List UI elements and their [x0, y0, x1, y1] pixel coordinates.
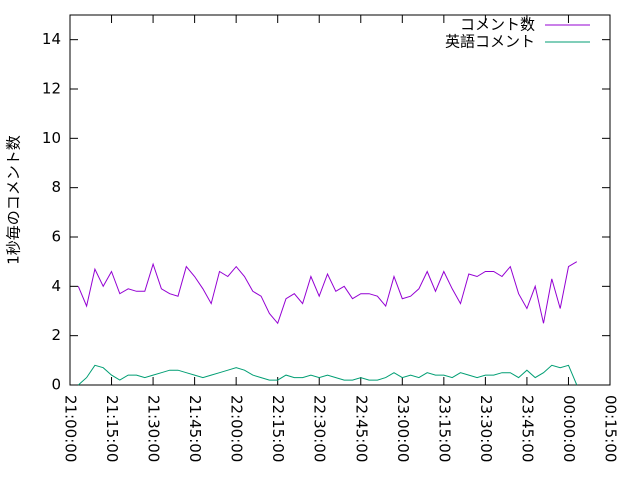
y-tick-label: 8 — [51, 178, 61, 196]
x-tick-label: 23:15:00 — [435, 395, 453, 462]
x-tick-label: 23:00:00 — [394, 395, 412, 462]
x-tick-label: 22:00:00 — [228, 395, 246, 462]
x-tick-label: 22:30:00 — [311, 395, 329, 462]
x-tick-label: 00:00:00 — [560, 395, 578, 462]
x-tick-label: 23:30:00 — [477, 395, 495, 462]
x-tick-label: 23:45:00 — [518, 395, 536, 462]
x-tick-label: 22:45:00 — [352, 395, 370, 462]
y-tick-label: 10 — [42, 129, 61, 147]
y-tick-label: 2 — [51, 326, 61, 344]
series-line — [77, 364, 578, 386]
x-tick-label: 00:15:00 — [602, 395, 620, 462]
legend-label: コメント数 — [460, 16, 535, 34]
y-tick-label: 0 — [51, 376, 61, 394]
x-tick-label: 21:15:00 — [103, 395, 121, 462]
y-axis-label: 1秒毎のコメント数 — [5, 135, 23, 265]
x-tick-label: 21:00:00 — [62, 395, 80, 462]
y-tick-label: 4 — [51, 277, 61, 295]
x-tick-label: 22:15:00 — [269, 395, 287, 462]
legend-label: 英語コメント — [445, 33, 535, 51]
y-tick-label: 6 — [51, 228, 61, 246]
plot-frame — [69, 14, 611, 386]
y-tick-label: 12 — [42, 80, 61, 98]
x-tick-label: 21:45:00 — [186, 395, 204, 462]
series-line — [77, 261, 578, 325]
y-tick-label: 14 — [42, 30, 61, 48]
x-tick-label: 21:30:00 — [145, 395, 163, 462]
